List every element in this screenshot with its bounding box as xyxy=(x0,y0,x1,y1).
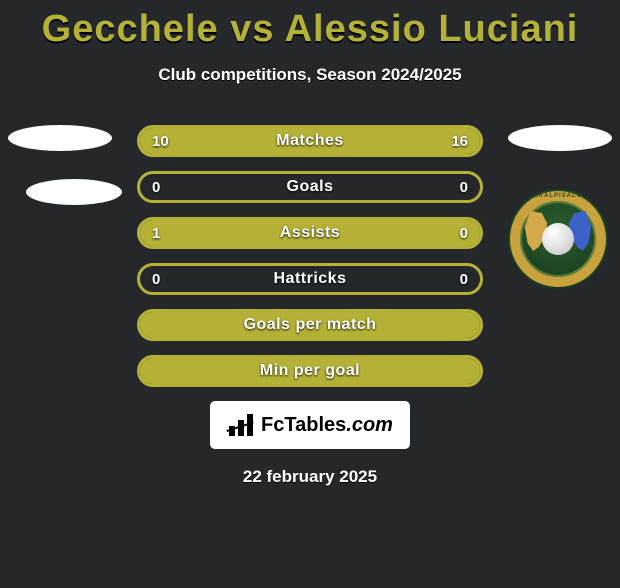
page-title: Gecchele vs Alessio Luciani xyxy=(0,8,620,51)
stat-label: Goals per match xyxy=(140,312,480,338)
bars-chart-icon xyxy=(227,414,255,436)
crest-year: 2009 xyxy=(508,266,608,275)
stat-label: Assists xyxy=(140,220,480,246)
stat-label: Hattricks xyxy=(140,266,480,292)
stat-label: Matches xyxy=(140,128,480,154)
stat-label: Goals xyxy=(140,174,480,200)
stat-bars: 1016Matches 00Goals 10Assists 00Hattricks Go… xyxy=(137,125,483,387)
badge-text: FcTables.com xyxy=(261,414,393,437)
badge-tld: .com xyxy=(346,414,393,436)
crest-ball-icon xyxy=(542,223,574,255)
placeholder-ellipse xyxy=(8,125,112,151)
date-text: 22 february 2025 xyxy=(0,467,620,487)
stat-bar: 10Assists xyxy=(137,217,483,249)
crest-top-text: ERALPISALO xyxy=(508,193,608,199)
placeholder-ellipse xyxy=(508,125,612,151)
subtitle: Club competitions, Season 2024/2025 xyxy=(0,65,620,85)
club-crest: ERALPISALO 2009 xyxy=(508,189,608,289)
comparison-content: ERALPISALO 2009 1016Matches 00Goals 10Assi… xyxy=(0,125,620,387)
stat-bar: 00Hattricks xyxy=(137,263,483,295)
stat-bar: Min per goal xyxy=(137,355,483,387)
stat-bar: Goals per match xyxy=(137,309,483,341)
placeholder-ellipse xyxy=(26,179,122,205)
stat-bar: 1016Matches xyxy=(137,125,483,157)
player-left-graphics xyxy=(8,125,122,205)
stat-bar: 00Goals xyxy=(137,171,483,203)
badge-site: FcTables xyxy=(261,414,346,436)
site-badge: FcTables.com xyxy=(210,401,410,449)
player-right-graphics: ERALPISALO 2009 xyxy=(508,125,612,289)
stat-label: Min per goal xyxy=(140,358,480,384)
